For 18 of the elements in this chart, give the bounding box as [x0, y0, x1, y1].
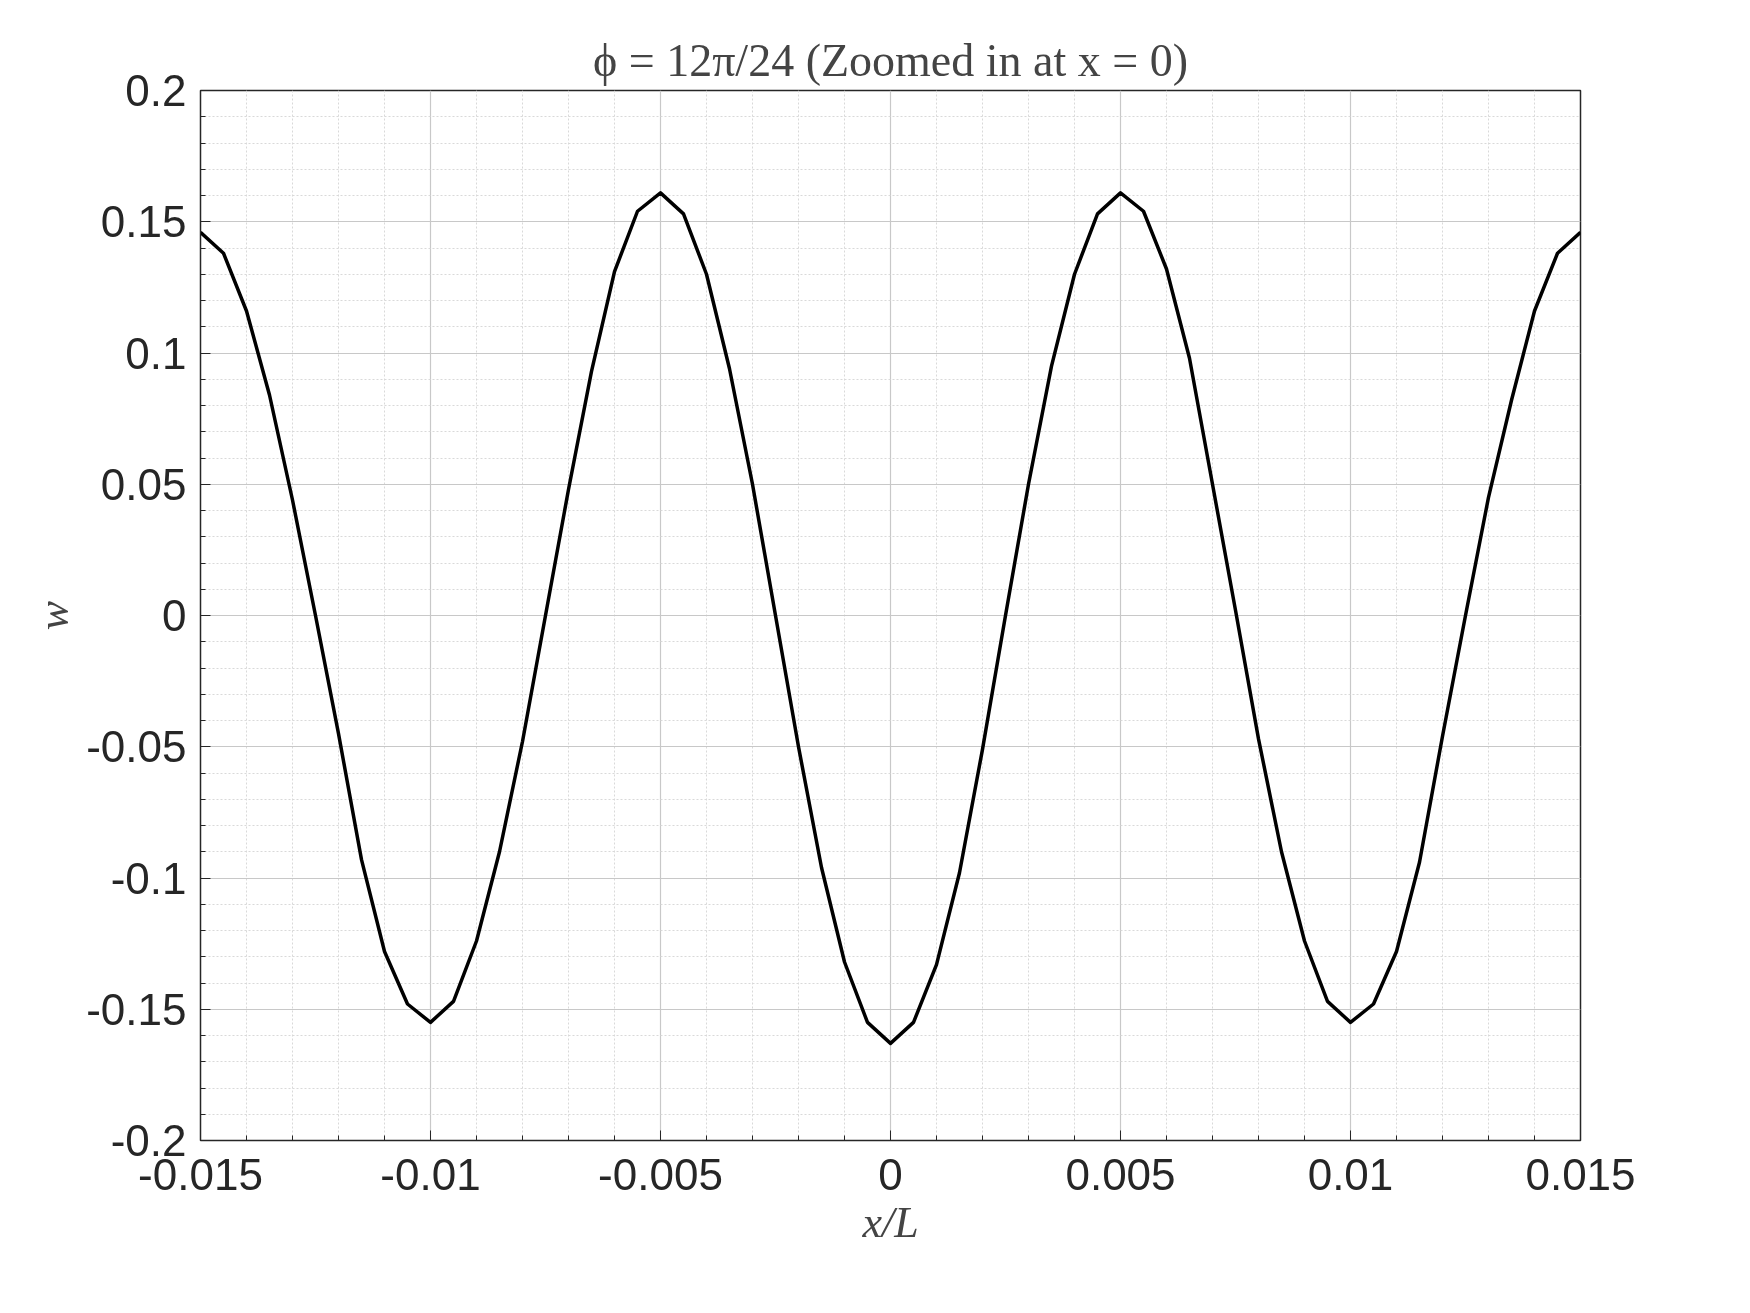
y-tick-label: 0.2	[125, 66, 187, 115]
line-series	[200, 191, 1581, 1046]
y-tick-label: 0.15	[100, 197, 187, 247]
x-tick-label: 0.015	[1525, 1149, 1636, 1199]
x-tick-label: -0.005	[598, 1149, 723, 1199]
x-tick-label: 0.005	[1065, 1149, 1176, 1199]
y-tick-label: -0.1	[110, 853, 187, 903]
x-axis-title: x/L	[861, 1197, 919, 1247]
y-axis-title: w	[29, 600, 79, 631]
y-tick-label: 0.1	[125, 328, 187, 378]
y-tick-label: 0	[162, 591, 187, 640]
x-tick-label: 0.01	[1307, 1149, 1394, 1199]
y-tick-label: -0.05	[86, 722, 187, 772]
x-tick-label: 0	[878, 1149, 903, 1199]
y-tick-label: -0.15	[86, 984, 187, 1034]
x-tick-label: -0.01	[380, 1149, 481, 1199]
chart-title: ϕ = 12π/24 (Zoomed in at x = 0)	[592, 34, 1189, 86]
y-tick-label: 0.05	[100, 459, 187, 509]
